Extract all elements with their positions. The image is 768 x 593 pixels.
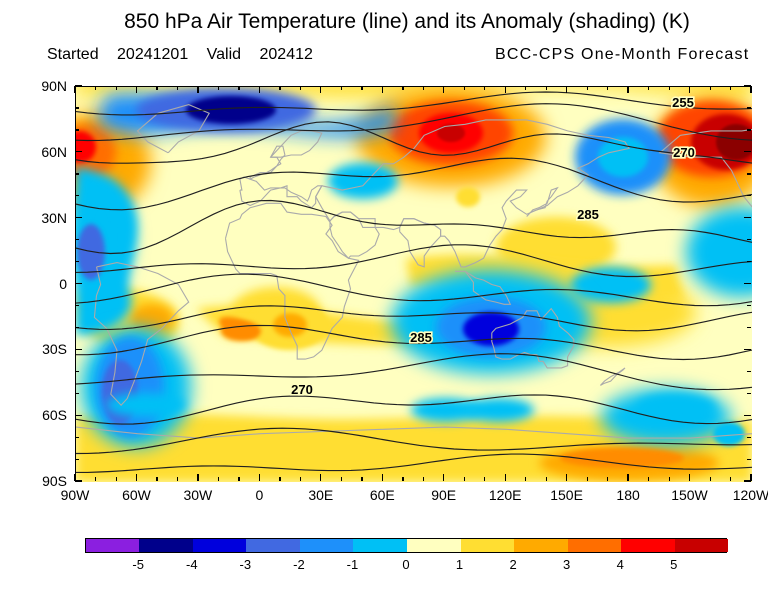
svg-text:285: 285 <box>410 330 432 345</box>
svg-text:270: 270 <box>291 382 313 397</box>
svg-text:255: 255 <box>672 95 694 110</box>
svg-text:285: 285 <box>577 207 599 222</box>
svg-text:270: 270 <box>673 145 695 160</box>
